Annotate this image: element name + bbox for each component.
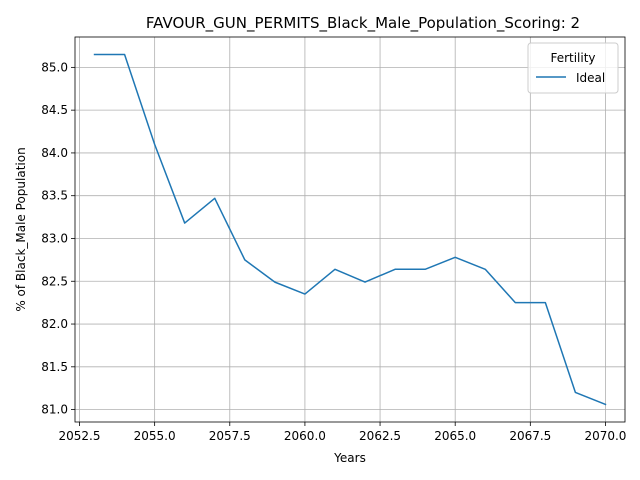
y-tick-label: 81.0 (41, 403, 68, 417)
series-line-ideal (93, 53, 607, 406)
legend-box (527, 42, 619, 94)
legend-title: Fertility (550, 51, 595, 65)
y-tick-label: 82.5 (41, 274, 68, 288)
legend-label-ideal: Ideal (576, 71, 605, 85)
x-axis: 2052.5 2055.0 2057.5 2060.0 2062.5 2065.0 2067… (59, 422, 626, 443)
y-tick-label: 82.0 (41, 317, 68, 331)
x-tick-label: 2060.0 (284, 429, 326, 443)
y-axis: 81.0 81.5 82.0 82.5 83.0 83.5 84.0 84.5 85.0 (41, 60, 75, 417)
y-tick-label: 81.5 (41, 360, 68, 374)
y-axis-label: % of Black_Male Population (14, 147, 28, 311)
x-tick-label: 2067.5 (509, 429, 551, 443)
legend: Fertility Ideal (527, 42, 619, 94)
series-layer (93, 53, 607, 406)
y-tick-label: 84.5 (41, 103, 68, 117)
x-tick-label: 2065.0 (434, 429, 476, 443)
x-tick-label: 2055.0 (134, 429, 176, 443)
x-tick-label: 2057.5 (209, 429, 251, 443)
y-tick-label: 83.5 (41, 189, 68, 203)
grid (75, 37, 625, 422)
x-axis-label: Years (333, 451, 366, 465)
y-tick-label: 83.0 (41, 231, 68, 245)
x-tick-label: 2070.0 (584, 429, 626, 443)
plot-area (74, 36, 626, 423)
chart-title: FAVOUR_GUN_PERMITS_Black_Male_Population… (146, 14, 580, 33)
y-tick-label: 85.0 (41, 60, 68, 74)
x-tick-label: 2062.5 (359, 429, 401, 443)
x-tick-label: 2052.5 (59, 429, 101, 443)
y-tick-label: 84.0 (41, 146, 68, 160)
